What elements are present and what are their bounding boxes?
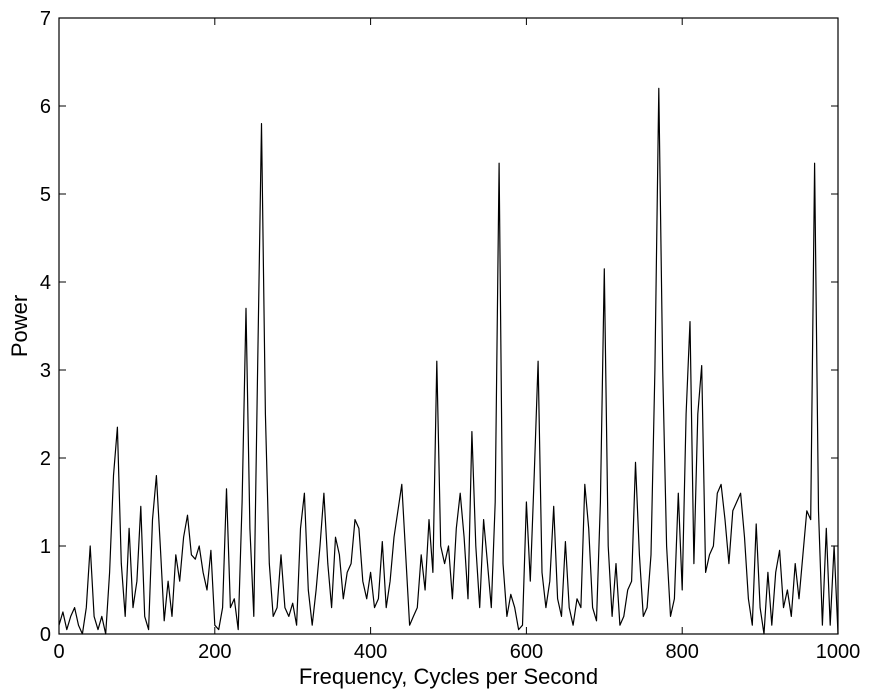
y-axis-label: Power — [7, 295, 32, 357]
plot-frame — [58, 17, 839, 635]
power-series-line — [58, 87, 839, 635]
x-tick-label: 400 — [354, 641, 387, 663]
y-tick-label: 7 — [40, 8, 51, 30]
y-tick-label: 5 — [40, 184, 51, 206]
x-tick-label: 600 — [510, 641, 543, 663]
x-tick-label: 0 — [53, 641, 64, 663]
x-tick-label: 800 — [666, 641, 699, 663]
x-tick-label: 1000 — [816, 641, 861, 663]
x-axis-label: Frequency, Cycles per Second — [299, 664, 598, 689]
plot-area: 0 200 400 600 800 1000 0 1 2 3 4 5 6 7 — [40, 8, 860, 663]
y-tick-label: 2 — [40, 448, 51, 470]
x-tick-label: 200 — [198, 641, 231, 663]
y-tick-label: 6 — [40, 96, 51, 118]
y-tick-label: 0 — [40, 624, 51, 646]
y-tick-label: 1 — [40, 536, 51, 558]
y-tick-label: 3 — [40, 360, 51, 382]
y-tick-label: 4 — [40, 272, 51, 294]
